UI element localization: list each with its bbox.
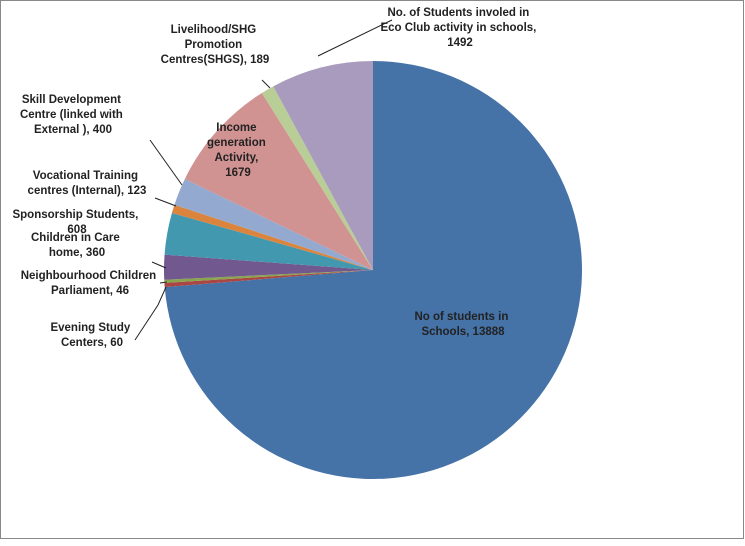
data-label: Skill Development Centre (linked with Ex… xyxy=(20,94,126,136)
data-label-line: Children in Care xyxy=(31,232,123,244)
pie-slice xyxy=(174,178,373,270)
pie-slice xyxy=(171,204,373,270)
data-label-line: Parliament, 46 xyxy=(51,285,129,297)
data-label-line: Promotion xyxy=(185,39,246,51)
data-label: Livelihood/SHG Promotion Centres(SHGS), … xyxy=(161,24,270,66)
pie-slice xyxy=(164,270,373,283)
leader-line xyxy=(149,139,183,186)
leader-line xyxy=(159,281,168,284)
data-label: Income generation Activity, 1679 xyxy=(207,122,269,179)
data-label-line: No. of Students involed in xyxy=(387,7,532,19)
data-label: Evening Study Centers, 60 xyxy=(50,322,133,349)
data-label-line: Eco Club activity in schools, xyxy=(380,22,539,34)
data-label: Vocational Training centres (Internal), … xyxy=(28,170,147,197)
data-label-line: 1679 xyxy=(225,167,251,179)
data-label-line: centres (Internal), 123 xyxy=(28,185,147,197)
leader-line xyxy=(154,197,177,207)
data-label-line: Centers, 60 xyxy=(61,337,123,349)
data-label: No. of Students involed in Eco Club acti… xyxy=(380,7,539,49)
pie-slice xyxy=(164,270,373,288)
data-label-line: Centre (linked with xyxy=(20,109,126,121)
data-label-line: Skill Development xyxy=(22,94,124,106)
leader-line xyxy=(151,261,167,269)
leader-line xyxy=(261,79,271,89)
data-label: No of students in Schools, 13888 xyxy=(414,311,511,338)
pie-slice xyxy=(261,86,373,270)
data-label-line: Activity, xyxy=(214,152,261,164)
data-label-line: No of students in xyxy=(414,311,511,323)
data-label-line: External ), 400 xyxy=(34,124,112,136)
data-label-line: Evening Study xyxy=(50,322,133,334)
pie-slice xyxy=(184,92,373,271)
data-label-line: Schools, 13888 xyxy=(421,326,505,338)
data-label-line: Livelihood/SHG xyxy=(171,24,260,36)
data-label-line: Vocational Training xyxy=(33,170,141,182)
data-label-line: Income xyxy=(216,122,259,134)
pie-slice xyxy=(164,213,373,270)
data-label-line: generation xyxy=(207,137,269,149)
data-label-line: Neighbourhood Children xyxy=(21,270,160,282)
pie-slice xyxy=(164,61,582,479)
pie-slice xyxy=(164,254,373,280)
data-label-line: 1492 xyxy=(447,37,473,49)
leader-line xyxy=(134,286,167,341)
data-label: Sponsorship Students, 608 xyxy=(12,209,141,236)
data-label: Children in Care home, 360 xyxy=(31,232,123,259)
data-label-line: Sponsorship Students, xyxy=(12,209,141,221)
data-label-line: Centres(SHGS), 189 xyxy=(161,54,270,66)
leader-line xyxy=(317,19,393,57)
pie-slice xyxy=(273,61,373,270)
data-label: Neighbourhood Children Parliament, 46 xyxy=(21,270,160,297)
data-label-line: 608 xyxy=(67,224,87,236)
data-label-line: home, 360 xyxy=(49,247,105,259)
